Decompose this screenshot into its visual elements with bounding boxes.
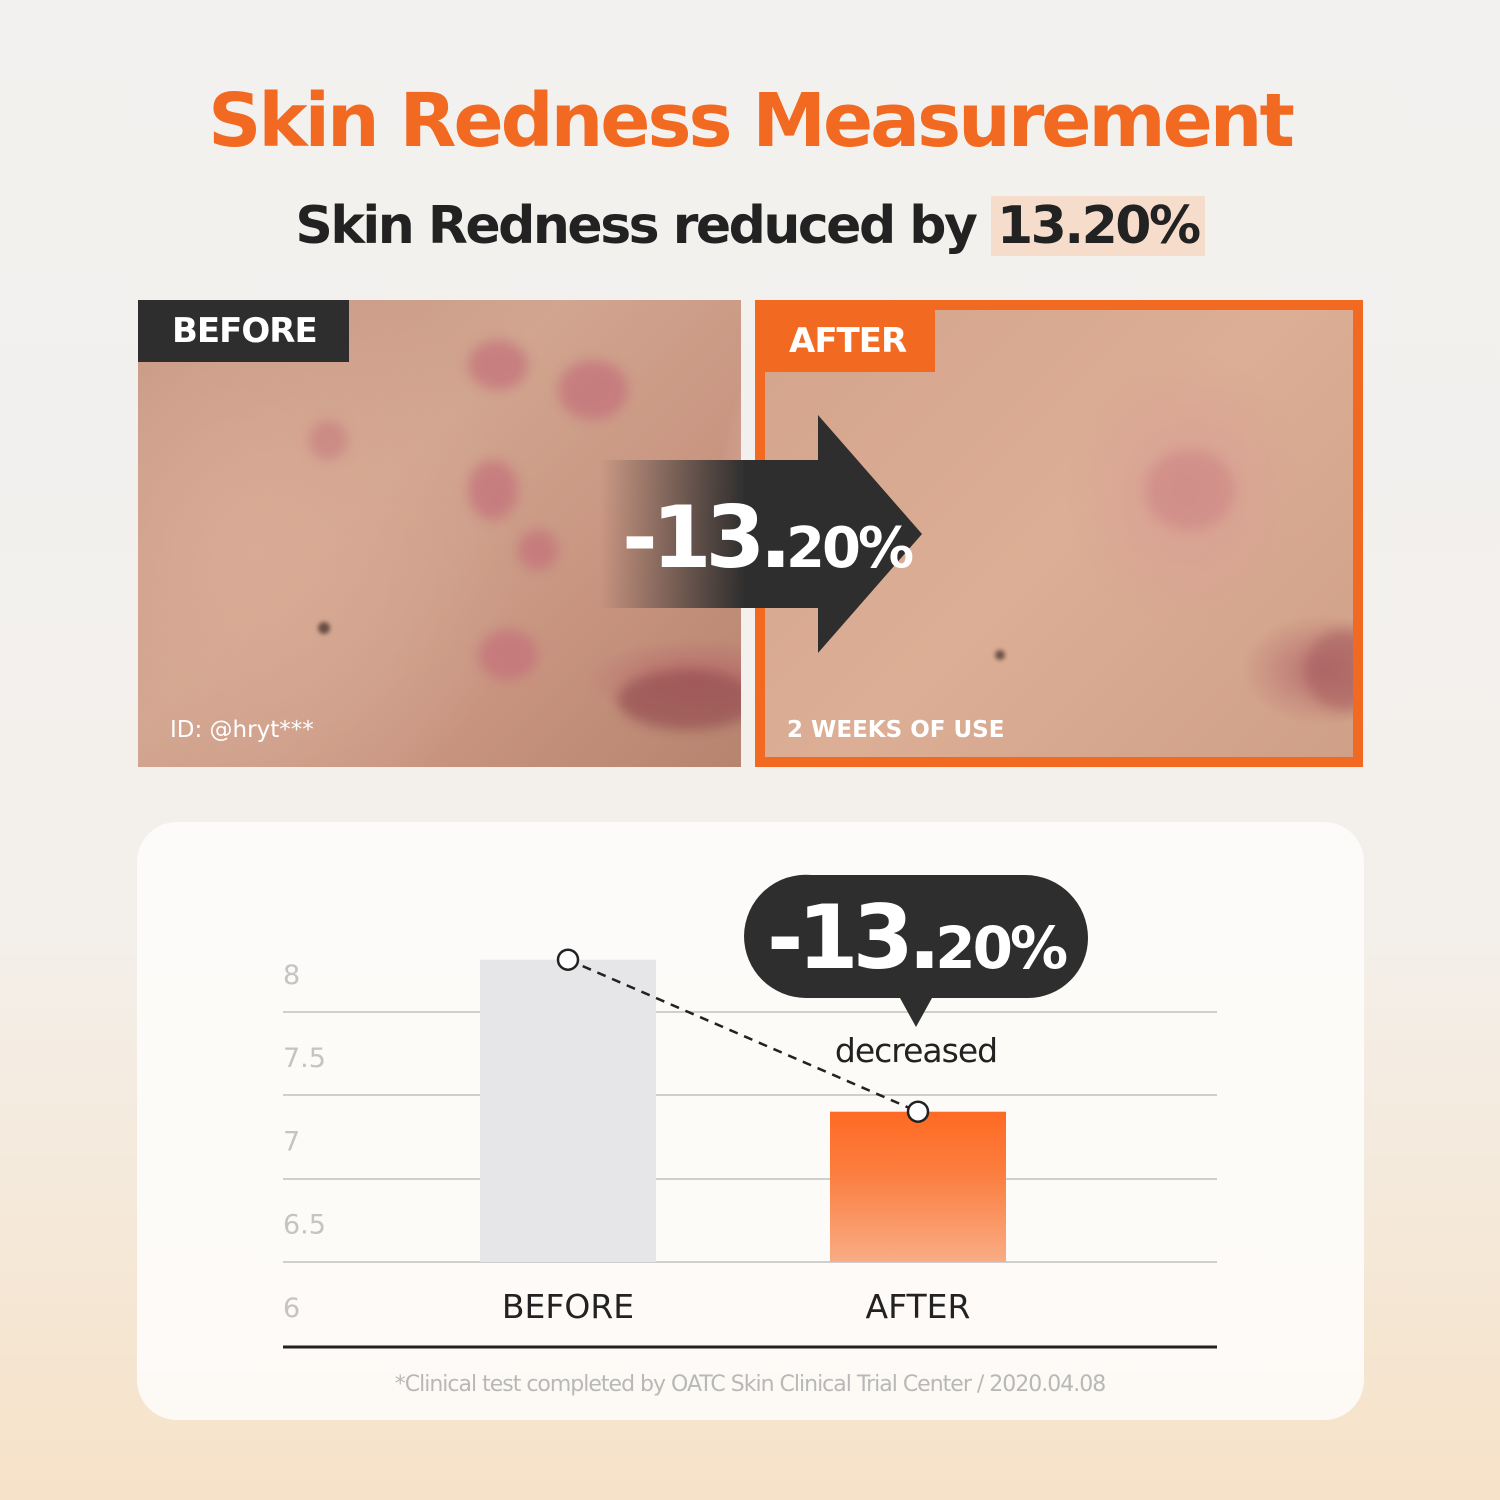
y-tick-label: 8: [283, 960, 300, 991]
after-tag: AFTER: [765, 310, 935, 372]
before-photo: BEFORE ID: @hryt***: [138, 300, 741, 767]
bar-after: [830, 1111, 1006, 1262]
data-point: [906, 1100, 930, 1123]
arrow-reduction-value: -13.20%: [622, 488, 914, 588]
bar-before: [480, 959, 656, 1262]
before-tag: BEFORE: [138, 300, 349, 362]
right-arrow-icon: [600, 415, 922, 653]
x-category-label: AFTER: [866, 1287, 971, 1326]
y-tick-label: 7: [283, 1126, 300, 1157]
subtitle-text: Skin Redness reduced by: [295, 196, 991, 256]
callout-value: -13.20%: [767, 886, 1067, 989]
data-point: [556, 948, 580, 971]
reduction-callout: -13.20%: [744, 874, 1088, 1027]
page-title: Skin Redness Measurement: [208, 78, 1295, 164]
y-tick-label: 6.5: [283, 1210, 326, 1241]
page-subtitle: Skin Redness reduced by 13.20%: [0, 196, 1500, 256]
subtitle-highlight: 13.20%: [991, 196, 1205, 256]
y-tick-label: 6: [283, 1293, 300, 1324]
usage-duration-caption: 2 WEEKS OF USE: [787, 717, 1005, 743]
footnote: *Clinical test completed by OATC Skin Cl…: [394, 1372, 1106, 1397]
x-category-label: BEFORE: [502, 1287, 634, 1326]
photo-id-caption: ID: @hryt***: [170, 717, 314, 743]
y-tick-label: 7.5: [283, 1043, 326, 1074]
callout-label: decreased: [835, 1031, 997, 1070]
